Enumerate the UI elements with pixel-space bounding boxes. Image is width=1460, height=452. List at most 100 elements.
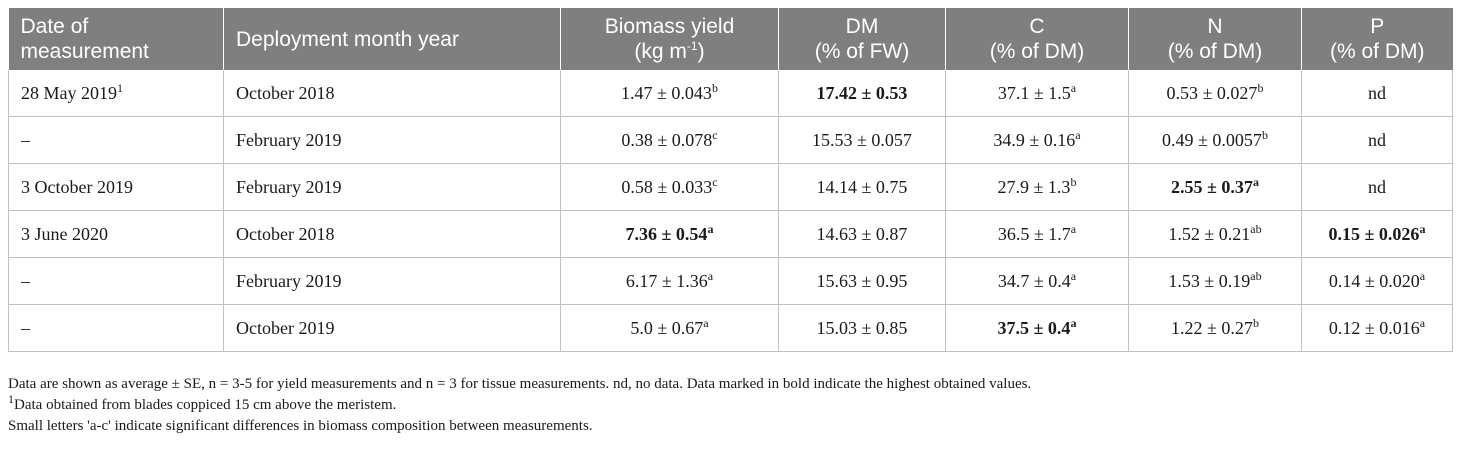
cell-dm-value: 15.03 ± 0.85 bbox=[816, 317, 908, 338]
cell-dm-value: 15.53 ± 0.057 bbox=[812, 129, 912, 150]
table-footnotes: Data are shown as average ± SE, n = 3-5 … bbox=[8, 374, 1452, 437]
column-header-tail: ) bbox=[697, 40, 705, 63]
cell-date: – bbox=[8, 116, 224, 164]
cell-date-value: – bbox=[21, 270, 30, 291]
cell-date-value: 3 October 2019 bbox=[21, 176, 133, 197]
cell-p: nd bbox=[1301, 163, 1453, 211]
significance-letter: a bbox=[1419, 268, 1426, 283]
table-row: 3 June 2020 October 2018 7.36 ± 0.54 a 14.63… bbox=[8, 210, 1453, 258]
significance-letter: b bbox=[1261, 127, 1268, 142]
cell-dm: 14.63 ± 0.87 bbox=[778, 210, 946, 258]
column-header-line2: (% of DM) bbox=[1330, 40, 1425, 63]
column-header-line1: Deployment month year bbox=[236, 27, 459, 51]
cell-n: 0.53 ± 0.027b bbox=[1128, 70, 1302, 117]
cell-deployment: February 2019 bbox=[223, 116, 561, 164]
footnote-marker: 1 bbox=[8, 392, 14, 406]
cell-biomass-yield-value: 6.17 ± 1.36 bbox=[625, 270, 708, 291]
cell-n: 1.52 ± 0.21ab bbox=[1128, 210, 1302, 258]
cell-c: 36.5 ± 1.7a bbox=[945, 210, 1129, 258]
column-header-line1: DM bbox=[845, 15, 879, 38]
cell-biomass-yield-value: 5.0 ± 0.67 bbox=[630, 317, 704, 338]
significance-letter: ab bbox=[1250, 268, 1262, 283]
cell-n: 1.53 ± 0.19ab bbox=[1128, 257, 1302, 305]
footnote-1: 1Data obtained from blades coppiced 15 c… bbox=[8, 392, 1452, 416]
significance-letter: a bbox=[1252, 174, 1259, 189]
cell-p-value: 0.14 ± 0.020 bbox=[1328, 270, 1420, 291]
significance-letter: a bbox=[1419, 221, 1426, 236]
significance-letter: c bbox=[712, 127, 718, 142]
cell-biomass-yield-value: 0.58 ± 0.033 bbox=[621, 176, 713, 197]
cell-dm: 17.42 ± 0.53 bbox=[778, 70, 946, 117]
cell-c-value: 27.9 ± 1.3 bbox=[997, 176, 1071, 197]
cell-p: 0.14 ± 0.020a bbox=[1301, 257, 1453, 305]
cell-p-value: nd bbox=[1368, 176, 1386, 197]
cell-deployment-value: October 2018 bbox=[236, 223, 335, 244]
cell-n-value: 1.22 ± 0.27 bbox=[1171, 317, 1253, 338]
cell-n: 2.55 ± 0.37a bbox=[1128, 163, 1302, 211]
column-header: Date of measurement bbox=[8, 8, 224, 70]
significance-letter: a bbox=[1419, 315, 1426, 330]
cell-n: 1.22 ± 0.27b bbox=[1128, 304, 1302, 352]
table-row: – February 2019 6.17 ± 1.36a 15.63 ± 0.95 34… bbox=[8, 257, 1453, 305]
cell-p-value: nd bbox=[1368, 82, 1386, 103]
table-row: 3 October 2019 February 2019 0.58 ± 0.033c… bbox=[8, 163, 1453, 211]
column-header-line2: (% of FW) bbox=[814, 40, 910, 63]
significance-letter: b bbox=[1257, 80, 1264, 95]
cell-c: 37.1 ± 1.5a bbox=[945, 70, 1129, 117]
cell-n-value: 1.53 ± 0.19 bbox=[1168, 270, 1251, 291]
cell-p: nd bbox=[1301, 116, 1453, 164]
cell-deployment-value: February 2019 bbox=[236, 129, 342, 150]
column-header: N (% of DM) bbox=[1128, 8, 1302, 70]
significance-letter: b bbox=[1070, 174, 1077, 189]
cell-biomass-yield: 5.0 ± 0.67a bbox=[560, 304, 779, 352]
significance-letter: c bbox=[712, 174, 718, 189]
cell-n-value: 0.49 ± 0.0057 bbox=[1162, 129, 1262, 150]
cell-deployment: February 2019 bbox=[223, 163, 561, 211]
data-table-container: Date of measurement Deployment month year B… bbox=[8, 8, 1453, 352]
cell-deployment: October 2018 bbox=[223, 70, 561, 117]
cell-c: 34.9 ± 0.16a bbox=[945, 116, 1129, 164]
footnote-1-text: Data obtained from blades coppiced 15 cm… bbox=[14, 397, 397, 413]
cell-date: – bbox=[8, 257, 224, 305]
cell-date: 28 May 20191 bbox=[8, 70, 224, 117]
column-header-line1: Date of bbox=[20, 15, 89, 38]
significance-letter: b bbox=[1252, 315, 1259, 330]
column-header-line1: N bbox=[1207, 15, 1223, 38]
table-body: 28 May 20191 October 2018 1.47 ± 0.043b 17.… bbox=[8, 70, 1453, 352]
cell-biomass-yield: 0.38 ± 0.078c bbox=[560, 116, 779, 164]
column-header-line1: P bbox=[1370, 15, 1385, 38]
cell-date-value: 28 May 2019 bbox=[21, 82, 117, 103]
cell-p-value: 0.15 ± 0.026 bbox=[1328, 223, 1420, 244]
table-header-row: Date of measurement Deployment month year B… bbox=[8, 8, 1453, 70]
data-table: Date of measurement Deployment month year B… bbox=[8, 8, 1453, 352]
significance-letter: b bbox=[711, 80, 718, 95]
cell-deployment-value: February 2019 bbox=[236, 270, 342, 291]
cell-n: 0.49 ± 0.0057b bbox=[1128, 116, 1302, 164]
cell-c-value: 34.7 ± 0.4 bbox=[997, 270, 1071, 291]
cell-deployment-value: February 2019 bbox=[236, 176, 342, 197]
significance-letter: a bbox=[707, 268, 714, 283]
cell-deployment-value: October 2018 bbox=[236, 82, 335, 103]
cell-biomass-yield-value: 7.36 ± 0.54 bbox=[625, 223, 708, 244]
significance-letter: a bbox=[1075, 127, 1081, 142]
footnote-letters: Small letters 'a-c' indicate significant… bbox=[8, 418, 593, 434]
table-row: – February 2019 0.38 ± 0.078c 15.53 ± 0.057… bbox=[8, 116, 1453, 164]
column-header-line1: Biomass yield bbox=[604, 15, 735, 38]
cell-c-value: 37.5 ± 0.4 bbox=[997, 317, 1071, 338]
cell-date: 3 June 2020 bbox=[8, 210, 224, 258]
column-header: Biomass yield (kg m-1) bbox=[560, 8, 779, 70]
cell-date-value: – bbox=[21, 129, 30, 150]
significance-letter: a bbox=[1070, 268, 1077, 283]
cell-dm: 15.63 ± 0.95 bbox=[778, 257, 946, 305]
table-row: 28 May 20191 October 2018 1.47 ± 0.043b 17.… bbox=[8, 70, 1453, 117]
cell-c: 37.5 ± 0.4a bbox=[945, 304, 1129, 352]
cell-c-value: 34.9 ± 0.16 bbox=[993, 129, 1076, 150]
cell-date-value: – bbox=[21, 317, 30, 338]
column-header: DM (% of FW) bbox=[778, 8, 946, 70]
cell-date: – bbox=[8, 304, 224, 352]
significance-letter: a bbox=[1070, 80, 1077, 95]
cell-dm-value: 17.42 ± 0.53 bbox=[816, 82, 908, 103]
cell-biomass-yield-value: 1.47 ± 0.043 bbox=[621, 82, 712, 103]
cell-date-value: 3 June 2020 bbox=[21, 223, 108, 244]
cell-deployment: October 2018 bbox=[223, 210, 561, 258]
